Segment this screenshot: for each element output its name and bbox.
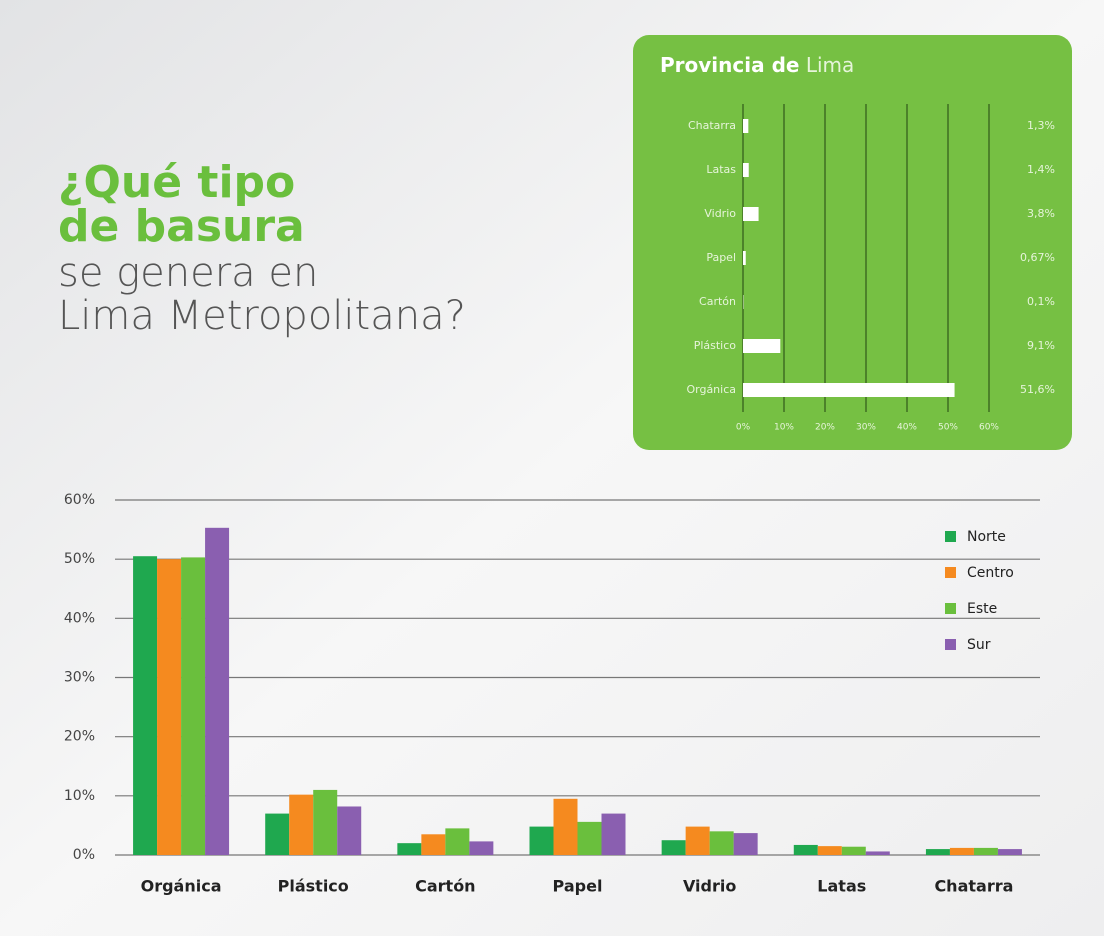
bar: [997, 849, 1022, 855]
bar: [925, 849, 950, 855]
x-tick-label: Vidrio: [683, 877, 736, 896]
value-label: 1,4%: [1027, 163, 1055, 176]
bar: [205, 527, 230, 855]
x-tick-label: Papel: [553, 877, 603, 896]
heading-line: de basura: [58, 201, 305, 252]
x-tick-label: Latas: [817, 877, 866, 896]
bar: [181, 557, 206, 855]
y-tick-label: Latas: [706, 163, 736, 176]
value-label: 3,8%: [1027, 207, 1055, 220]
bar: [133, 556, 158, 855]
legend-label: Sur: [967, 637, 991, 653]
x-tick-label: Plástico: [278, 877, 349, 896]
legend-label: Norte: [967, 529, 1006, 545]
title-light: Lima: [806, 53, 854, 77]
bar: [337, 806, 362, 855]
value-label: 51,6%: [1020, 383, 1055, 396]
bar: [265, 813, 290, 855]
bar: [157, 559, 182, 855]
y-tick-label: 40%: [64, 610, 95, 626]
bar: [289, 794, 314, 855]
legend-swatch: [945, 567, 956, 578]
bar: [743, 163, 749, 177]
y-tick-label: Papel: [706, 251, 736, 264]
y-tick-label: 50%: [64, 551, 95, 567]
y-tick-label: 60%: [64, 492, 95, 508]
y-tick-label: Plástico: [694, 339, 737, 352]
bar: [743, 383, 955, 397]
y-tick-label: Cartón: [699, 295, 736, 308]
heading-line: ¿Qué tipo: [58, 157, 295, 208]
bar: [553, 798, 578, 855]
legend-label: Este: [967, 601, 997, 617]
bar: [313, 789, 338, 855]
value-label: 1,3%: [1027, 119, 1055, 132]
x-tick-label: 40%: [897, 423, 917, 433]
bar: [685, 826, 710, 855]
bar: [601, 813, 626, 855]
legend-swatch: [945, 639, 956, 650]
bar: [841, 846, 866, 855]
x-tick-label: Cartón: [415, 877, 475, 896]
title-bold: Provincia de: [660, 53, 799, 77]
bar: [743, 119, 749, 133]
x-tick-label: 60%: [979, 423, 999, 433]
x-tick-label: Orgánica: [141, 877, 222, 896]
legend-swatch: [945, 603, 956, 614]
legend-swatch: [945, 531, 956, 542]
x-tick-label: 10%: [774, 423, 794, 433]
bar: [743, 207, 759, 221]
y-tick-label: Vidrio: [704, 207, 736, 220]
bar: [743, 251, 746, 265]
bar: [529, 826, 554, 855]
y-tick-label: 20%: [64, 729, 95, 745]
x-tick-label: Chatarra: [934, 877, 1013, 896]
bar: [865, 851, 890, 855]
y-tick-label: 30%: [64, 670, 95, 686]
y-tick-label: Orgánica: [686, 383, 736, 396]
legend-label: Centro: [967, 565, 1014, 581]
bar: [661, 840, 686, 855]
bar: [733, 833, 758, 855]
bar: [421, 834, 446, 855]
x-tick-label: 30%: [856, 423, 876, 433]
bar: [577, 821, 602, 855]
heading-line: Lima Metropolitana?: [58, 293, 466, 339]
heading-line: se genera en: [58, 250, 318, 296]
bar: [397, 843, 422, 855]
y-tick-label: 10%: [64, 788, 95, 804]
value-label: 9,1%: [1027, 339, 1055, 352]
bar: [793, 844, 818, 855]
y-tick-label: Chatarra: [688, 119, 736, 132]
value-label: 0,67%: [1020, 251, 1055, 264]
x-tick-label: 20%: [815, 423, 835, 433]
value-label: 0,1%: [1027, 295, 1055, 308]
bar: [709, 831, 734, 855]
y-tick-label: 0%: [73, 847, 95, 863]
bar: [949, 847, 974, 855]
bar: [743, 339, 781, 353]
bar: [445, 828, 470, 855]
panel-title: Provincia de Lima: [660, 53, 854, 77]
x-tick-label: 0%: [736, 423, 751, 433]
bar: [469, 841, 494, 855]
bar: [973, 847, 998, 855]
x-tick-label: 50%: [938, 423, 958, 433]
bar: [817, 846, 842, 855]
